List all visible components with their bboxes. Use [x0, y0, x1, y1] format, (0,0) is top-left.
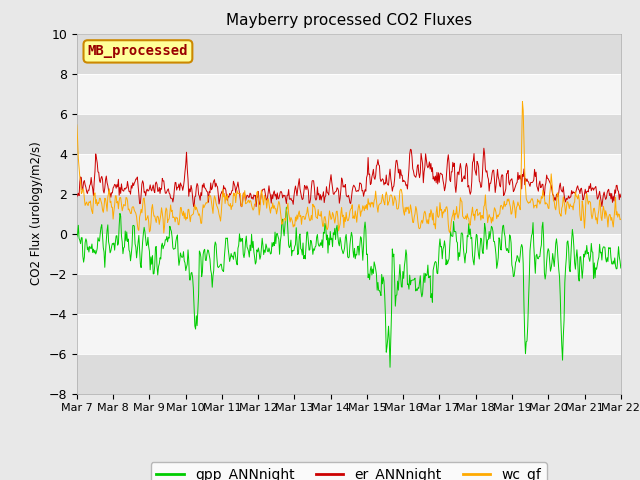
Y-axis label: CO2 Flux (urology/m2/s): CO2 Flux (urology/m2/s) [30, 142, 43, 286]
Bar [77, 274, 621, 313]
Title: Mayberry processed CO2 Fluxes: Mayberry processed CO2 Fluxes [226, 13, 472, 28]
Legend: gpp_ANNnight, er_ANNnight, wc_gf: gpp_ANNnight, er_ANNnight, wc_gf [150, 462, 547, 480]
Bar [77, 114, 621, 154]
Text: MB_processed: MB_processed [88, 44, 188, 59]
Bar [77, 193, 621, 234]
Bar [77, 354, 621, 394]
Bar [77, 34, 621, 73]
